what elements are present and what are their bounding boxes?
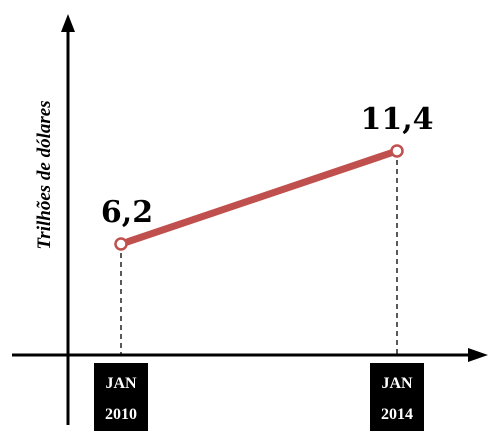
series-line xyxy=(117,147,401,248)
x-tick-month-2: JAN xyxy=(381,375,413,392)
y-axis-label: Trilhões de dólares xyxy=(34,100,55,249)
data-label-2: 11,4 xyxy=(360,102,433,137)
data-point-1 xyxy=(114,237,128,251)
x-axis-arrow xyxy=(468,348,488,362)
x-tick-label-2: JAN 2014 xyxy=(370,363,424,431)
x-tick-month-1: JAN xyxy=(105,375,137,392)
x-tick-year-1: 2010 xyxy=(105,406,137,423)
data-label-1: 6,2 xyxy=(101,195,153,230)
data-point-2 xyxy=(390,144,404,158)
axes xyxy=(12,14,488,425)
x-tick-box-2 xyxy=(370,363,424,431)
y-axis-arrow xyxy=(61,14,75,32)
x-tick-box-1 xyxy=(94,363,148,431)
x-tick-year-2: 2014 xyxy=(381,406,413,423)
chart-marks: 6,2 11,4 JAN 2010 JAN 2014 xyxy=(94,102,434,431)
x-tick-label-1: JAN 2010 xyxy=(94,363,148,431)
